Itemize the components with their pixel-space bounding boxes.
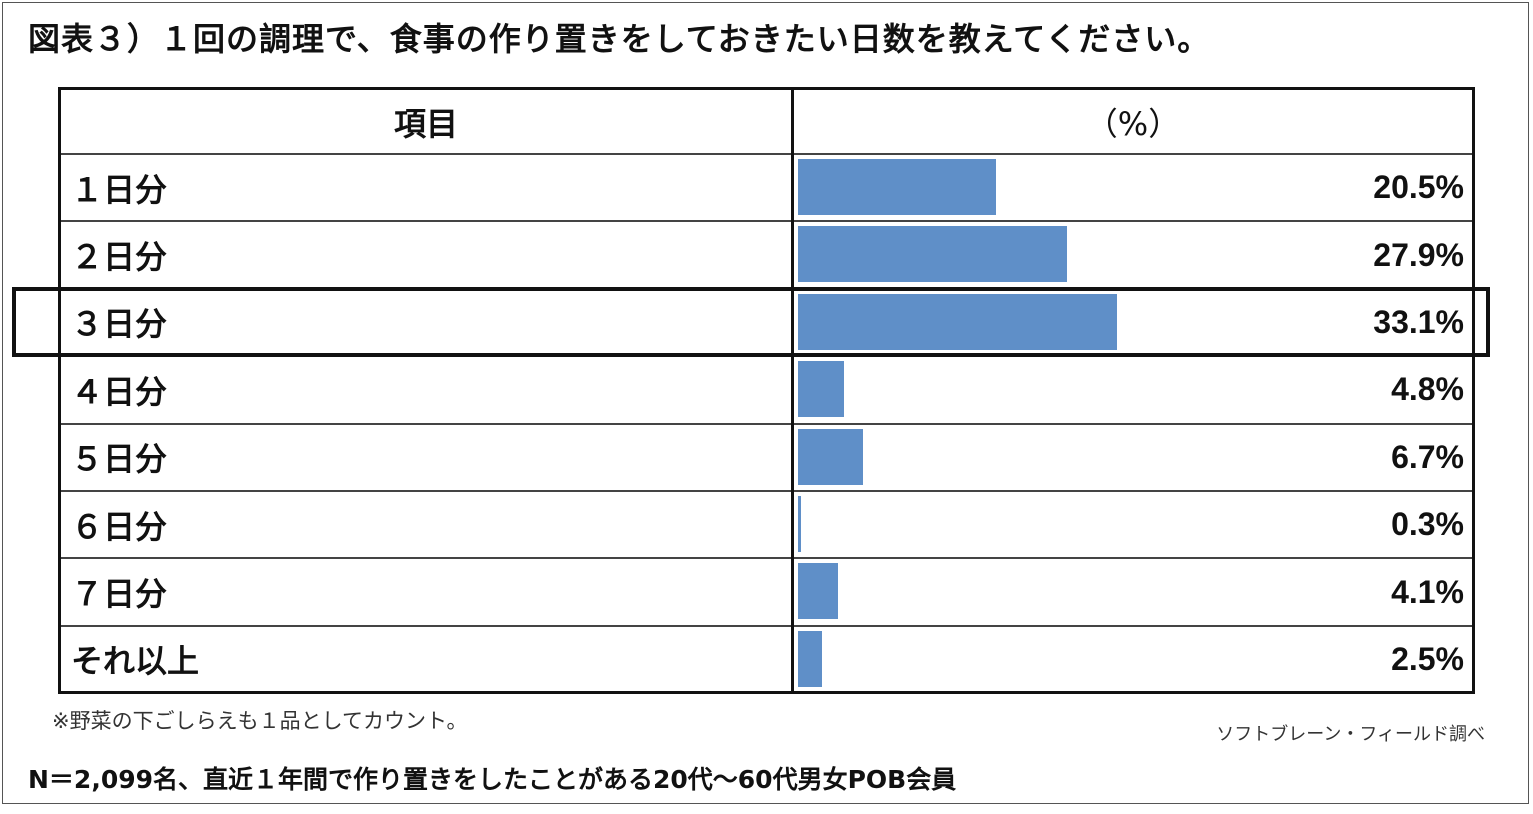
value-label: 2.5% xyxy=(1391,640,1464,677)
row-divider xyxy=(61,422,1472,425)
table-row: ４日分 4.8% xyxy=(61,356,1472,423)
bar xyxy=(798,226,1068,283)
header-item: 項目 xyxy=(393,105,458,143)
table-row: ６日分 0.3% xyxy=(61,491,1472,558)
category-label: ５日分 xyxy=(71,440,168,479)
category-label: ３日分 xyxy=(71,305,168,344)
chart-title: 図表３）１回の調理で、食事の作り置きをしておきたい日数を教えてください。 xyxy=(28,20,1211,58)
value-label: 27.9% xyxy=(1373,236,1464,273)
table-header-row: 項目 （%） xyxy=(61,90,1472,154)
footnote: ※野菜の下ごしらえも１品としてカウント。 xyxy=(52,709,468,733)
category-label: ６日分 xyxy=(71,507,168,546)
data-table: 項目 （%） １日分 20.5% ２日分 27.9% ３日分 33.1% ４日分 4.8% ５日… xyxy=(58,87,1475,694)
table-row: ２日分 27.9% xyxy=(61,221,1472,288)
sample-description: N＝2,099名、直近１年間で作り置きをしたことがある20代～60代男女POB会… xyxy=(28,765,957,794)
category-label: ４日分 xyxy=(71,372,168,411)
row-divider xyxy=(61,153,1472,155)
value-label: 6.7% xyxy=(1391,438,1464,475)
table-row: ５日分 6.7% xyxy=(61,424,1472,491)
table-row: それ以上 2.5% xyxy=(61,626,1472,693)
category-label: １日分 xyxy=(71,170,168,209)
row-divider xyxy=(61,624,1472,627)
bar xyxy=(798,159,996,215)
value-label: 33.1% xyxy=(1373,303,1464,340)
bar xyxy=(798,563,838,620)
category-label: ７日分 xyxy=(71,575,168,614)
source-credit: ソフトブレーン・フィールド調べ xyxy=(1216,724,1485,745)
table-row: ７日分 4.1% xyxy=(61,558,1472,625)
table-row: ３日分 33.1% xyxy=(61,289,1472,356)
bar xyxy=(798,496,801,552)
value-label: 4.8% xyxy=(1391,371,1464,408)
highlight-box xyxy=(12,287,1490,357)
row-divider xyxy=(61,220,1472,223)
category-label: ２日分 xyxy=(71,238,168,277)
row-divider xyxy=(61,557,1472,560)
header-percent: （%） xyxy=(1085,105,1181,143)
column-divider xyxy=(791,90,794,691)
bar xyxy=(798,293,1118,350)
row-divider xyxy=(61,490,1472,492)
table-row: １日分 20.5% xyxy=(61,154,1472,221)
category-label: それ以上 xyxy=(71,642,200,681)
value-label: 4.1% xyxy=(1391,573,1464,610)
bar xyxy=(798,428,863,485)
bar xyxy=(798,361,845,418)
bar xyxy=(798,630,823,687)
value-label: 20.5% xyxy=(1373,169,1464,206)
value-label: 0.3% xyxy=(1391,506,1464,543)
